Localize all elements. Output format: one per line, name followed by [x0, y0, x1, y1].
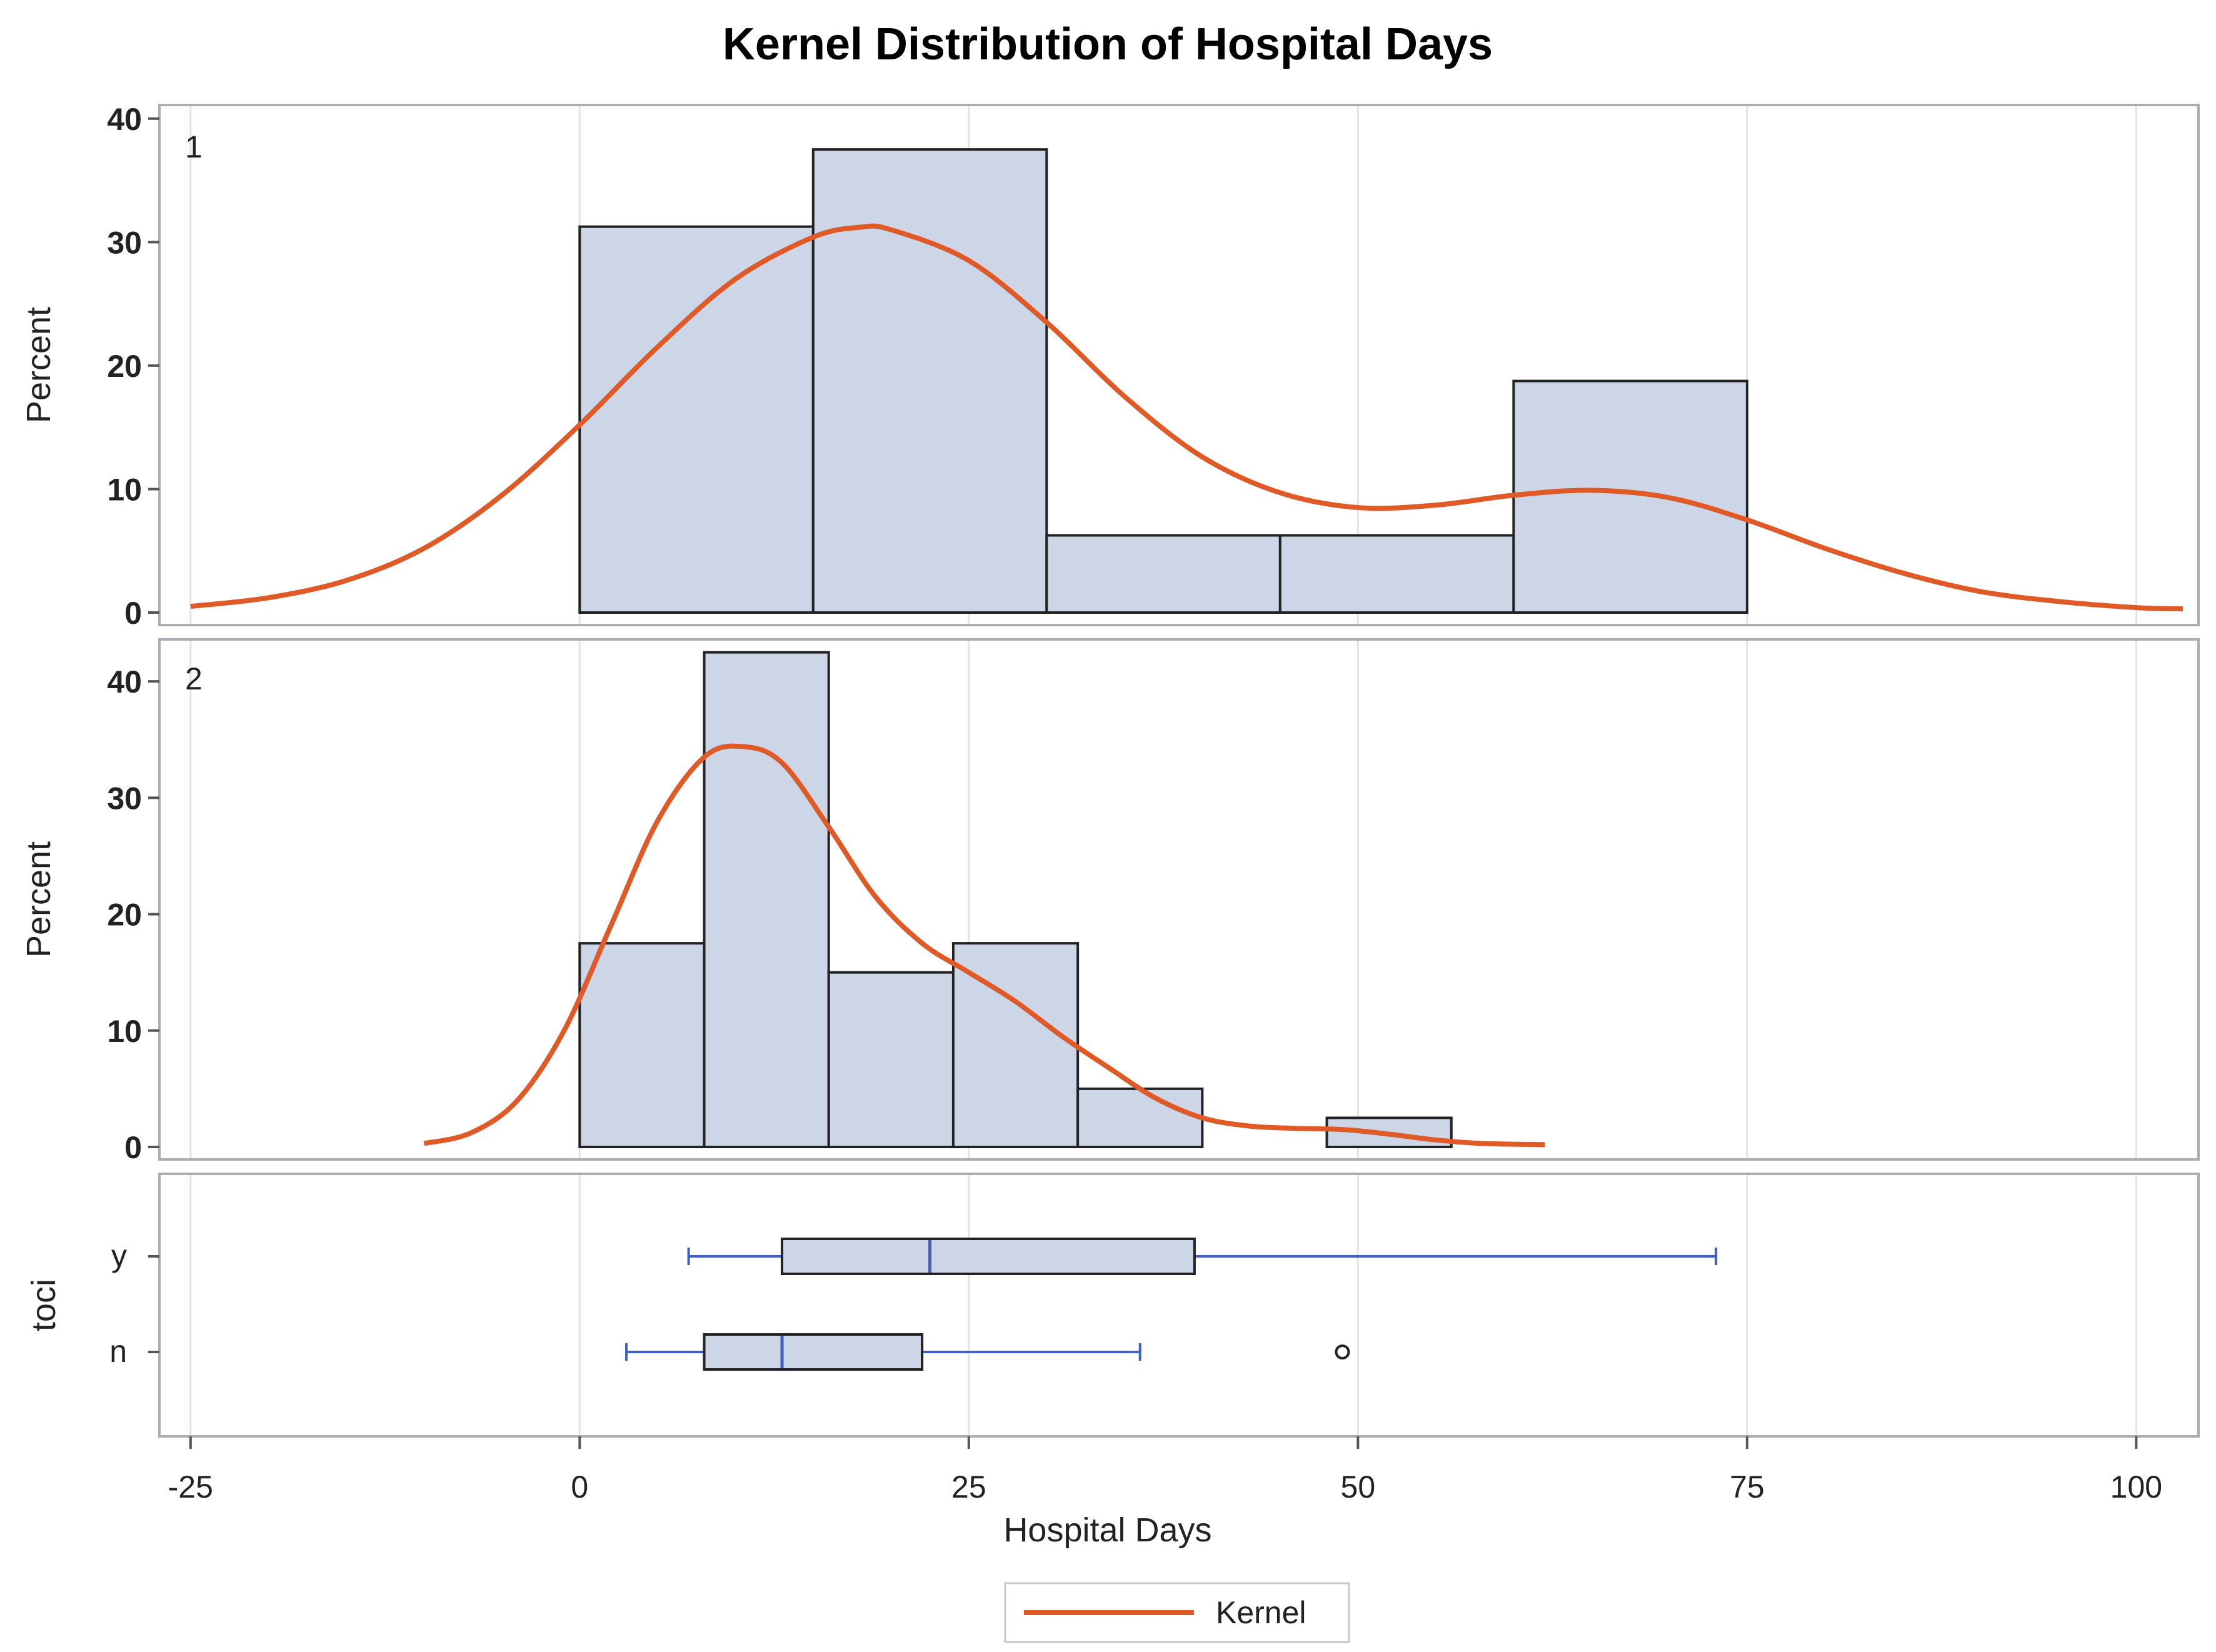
panel-2-frame [158, 638, 2200, 1161]
panel-2-ytick-label-30: 30 [107, 781, 142, 816]
panel-1-kernel-curve [190, 223, 2183, 612]
panel-1-bar-2 [1045, 534, 1281, 614]
boxplot-y-box [781, 1238, 1196, 1275]
panel-2-bar-1 [703, 651, 830, 1149]
panel-1-ylabel: Percent [20, 307, 58, 423]
panel-2-bar-0 [578, 942, 706, 1148]
panel-1-bar-4 [1512, 379, 1748, 614]
x-axis-label: Hospital Days [1003, 1511, 1211, 1549]
legend: Kernel [1004, 1582, 1350, 1643]
boxplot-category-ticks: yn [109, 1238, 159, 1369]
histogram-panel-2: 0 10 20 30 40 2 Percent [20, 638, 2200, 1165]
panel-1-ytick-label-0: 0 [124, 596, 142, 631]
chart-title: Kernel Distribution of Hospital Days [723, 19, 1493, 69]
panel-1-ytick-label-30: 30 [107, 225, 142, 260]
boxplot-boxes [625, 1238, 1718, 1371]
panel-2-kernel-curve [423, 743, 1545, 1148]
panel-2-ytick-label-10: 10 [107, 1014, 142, 1049]
panel-1-bar-0 [578, 225, 815, 614]
xtick-label-25: 25 [951, 1469, 986, 1504]
boxplot-n-box [703, 1333, 924, 1371]
xtick-label-50: 50 [1341, 1469, 1376, 1504]
panel-1-bar-1 [811, 148, 1048, 614]
panel-2-bar-4 [1076, 1087, 1204, 1149]
xtick-label-0: 0 [571, 1469, 588, 1504]
panel-2-label: 2 [185, 661, 203, 696]
boxplot-frame [158, 1173, 2200, 1438]
panel-1-label: 1 [185, 129, 203, 164]
panel-1-y-ticks: 0 10 20 30 40 [107, 102, 159, 631]
panel-2-y-ticks: 0 10 20 30 40 [107, 664, 159, 1165]
xtick-label-75: 75 [1730, 1469, 1765, 1504]
panel-1-ytick-label-20: 20 [107, 349, 142, 384]
boxplot-n-outlier-0 [1335, 1344, 1350, 1359]
panel-1-bar-3 [1278, 534, 1515, 614]
panel-1-ytick-label-40: 40 [107, 102, 142, 137]
xtick-label-100: 100 [2110, 1469, 2162, 1504]
panel-2-ytick-label-0: 0 [124, 1130, 142, 1165]
boxplot-ylabel: toci [25, 1279, 63, 1331]
panel-2-bar-2 [827, 971, 955, 1149]
boxplot-n-cat-label: n [109, 1334, 127, 1369]
panel-1-bars [578, 148, 1748, 614]
panel-1-ytick-label-10: 10 [107, 472, 142, 507]
panel-2-ytick-label-20: 20 [107, 898, 142, 933]
panel-2-ytick-label-40: 40 [107, 664, 142, 699]
boxplot-y-cat-label: y [111, 1238, 127, 1273]
xtick-label--25: -25 [168, 1469, 213, 1504]
boxplot-gridlines [189, 1175, 2137, 1435]
panel-2-bars [578, 651, 1453, 1149]
histogram-panel-1: 0 10 20 30 40 1 Percent [20, 102, 2200, 631]
boxplot-panel: yn toci [25, 1173, 2200, 1438]
x-axis: -25 0 25 50 75 100 [168, 1436, 2162, 1504]
legend-kernel-label: Kernel [1216, 1595, 1306, 1630]
panel-2-ylabel: Percent [20, 841, 58, 958]
